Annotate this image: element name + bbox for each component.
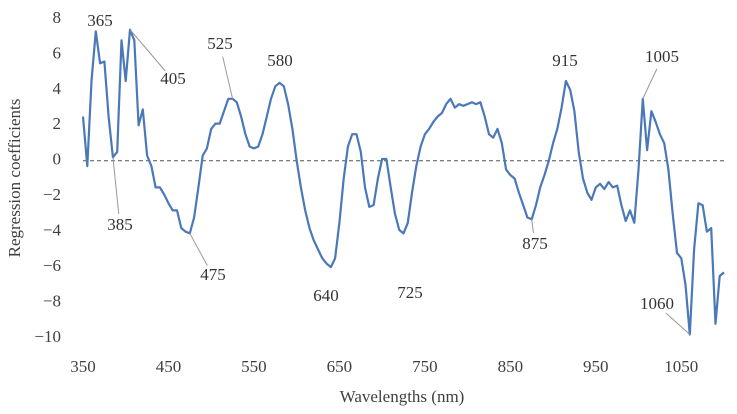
y-axis-title: Regression coefficients <box>5 99 24 258</box>
x-tick-label: 1050 <box>664 357 698 376</box>
y-tick-label: −8 <box>43 291 61 310</box>
x-tick-label: 650 <box>327 357 353 376</box>
x-tick-label: 850 <box>498 357 524 376</box>
annotation: 725 <box>397 283 423 302</box>
x-axis-title: Wavelengths (nm) <box>340 387 465 406</box>
x-tick-label: 350 <box>70 357 96 376</box>
x-tick-label: 550 <box>241 357 267 376</box>
annotation: 475 <box>200 265 226 284</box>
y-tick-label: −6 <box>43 256 61 275</box>
annotation: 1005 <box>645 47 679 66</box>
y-tick-label: −4 <box>43 221 62 240</box>
data-line <box>81 28 725 336</box>
leader-line <box>665 312 691 335</box>
y-tick-label: 4 <box>53 79 62 98</box>
y-tick-label: 0 <box>53 150 62 169</box>
annotation: 365 <box>87 11 113 30</box>
leader-line <box>531 219 534 234</box>
leader-line <box>189 233 208 266</box>
leader-line <box>222 56 234 99</box>
y-tick-label: 2 <box>53 114 62 133</box>
annotation: 405 <box>160 69 186 88</box>
annotation: 915 <box>552 51 578 70</box>
leader-line <box>112 157 120 215</box>
annotation: 385 <box>107 215 133 234</box>
x-tick-label: 950 <box>583 357 609 376</box>
leader-line <box>129 29 166 72</box>
annotation: 580 <box>267 51 293 70</box>
y-tick-label: −10 <box>34 327 61 346</box>
annotation: 875 <box>522 234 548 253</box>
x-tick-label: 750 <box>412 357 438 376</box>
annotation: 525 <box>207 34 233 53</box>
y-tick-label: 8 <box>53 8 62 27</box>
leader-line <box>642 68 658 99</box>
annotation: 640 <box>313 286 339 305</box>
y-tick-label: −2 <box>43 185 61 204</box>
x-tick-label: 450 <box>156 357 182 376</box>
annotation: 1060 <box>640 294 674 313</box>
y-tick-label: 6 <box>53 43 62 62</box>
